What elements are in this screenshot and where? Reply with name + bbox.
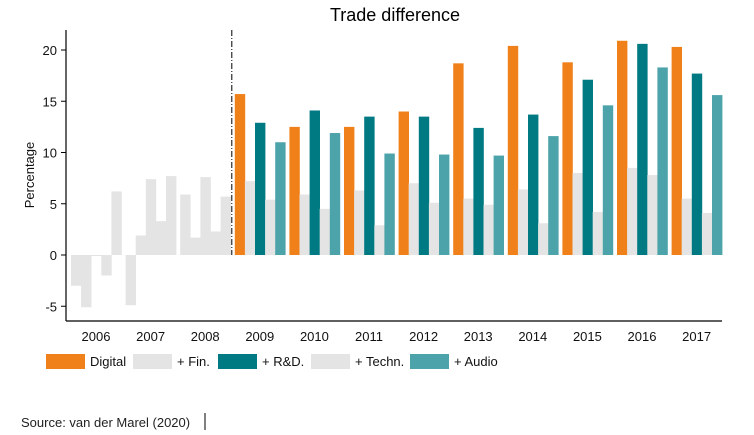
bar-2012-4 [439,154,450,255]
x-tick-label: 2014 [518,329,547,344]
bar-2009-4 [275,142,286,255]
x-tick-label: 2010 [300,329,329,344]
legend-swatch [46,354,85,369]
bar-2016-3 [647,175,658,255]
bar-2007-2 [145,179,157,255]
x-tick-label: 2011 [355,329,383,344]
bar-2008-4 [220,196,231,255]
bar-2006-1 [81,255,92,308]
bar-2011-2 [364,116,375,255]
bar-2011-3 [374,225,385,255]
legend-label: + Audio [454,354,498,369]
chart-title: Trade difference [330,5,460,25]
bar-2006-3 [101,255,112,276]
y-tick-label: 20 [43,43,57,58]
bar-2008-2 [200,177,211,255]
bar-2011-4 [384,153,395,255]
bar-2010-2 [309,110,320,255]
bar-2017-2 [691,73,703,255]
x-tick-label: 2015 [573,329,602,344]
bar-2006-0 [71,255,82,286]
bar-2009-2 [255,122,266,256]
bar-2015-0 [562,62,573,255]
bar-2010-3 [319,208,331,255]
bar-2016-1 [627,167,638,255]
bar-2012-0 [398,111,409,255]
bar-2010-0 [289,126,300,255]
bar-2007-3 [155,221,167,255]
bar-2009-3 [265,199,276,255]
legend-swatch [311,354,350,369]
x-tick-label: 2017 [682,329,711,344]
bar-2014-2 [528,114,539,255]
bar-2012-3 [428,202,440,255]
y-tick-label: 10 [43,146,57,161]
bar-2008-3 [210,231,221,255]
bar-2015-4 [602,105,614,255]
bar-2017-0 [671,46,682,255]
bar-2006-2 [91,255,102,257]
x-tick-label: 2007 [136,329,165,344]
source-note: Source: van der Marel (2020) [21,415,190,430]
bar-2010-4 [329,133,341,255]
legend-swatch [133,354,172,369]
bar-2014-3 [538,223,549,255]
bar-2015-3 [592,211,604,255]
x-tick-label: 2006 [82,329,111,344]
x-tick-label: 2008 [191,329,220,344]
bar-2009-0 [234,94,246,255]
legend-label: + Techn. [355,354,404,369]
y-tick-label: 5 [50,197,57,212]
y-tick-label: -5 [45,299,57,314]
bar-2011-1 [354,190,365,255]
y-tick-label: 0 [50,248,57,263]
bar-2012-2 [418,116,430,255]
bar-2014-1 [517,189,529,255]
bar-2017-1 [681,198,693,255]
bar-2010-1 [299,194,310,255]
bar-2017-4 [712,95,723,255]
bar-2014-0 [507,45,519,256]
bar-2007-1 [135,235,147,255]
legend-label: + R&D. [262,354,304,369]
bar-2014-4 [548,136,559,255]
x-tick-label: 2012 [409,329,438,344]
bar-2008-1 [190,237,201,255]
bar-2015-1 [572,173,583,255]
bar-2007-0 [125,255,136,306]
bar-2011-0 [344,126,355,255]
bar-2013-3 [483,204,494,255]
bar-2015-2 [582,79,593,255]
x-tick-label: 2009 [245,329,274,344]
bar-2016-4 [657,67,668,255]
bar-2013-2 [473,127,484,255]
bar-2013-4 [493,155,504,255]
x-tick-label: 2013 [464,329,493,344]
bar-2008-0 [180,194,191,255]
bar-2016-0 [617,40,628,256]
legend-swatch [218,354,257,369]
bar-2007-4 [166,176,177,255]
bar-2013-1 [463,198,474,255]
legend-label: + Fin. [177,354,210,369]
bar-2006-4 [111,191,122,255]
bar-2013-0 [453,63,464,256]
bar-2012-1 [408,183,420,255]
y-tick-label: 15 [43,94,57,109]
legend-swatch [410,354,449,369]
x-tick-label: 2016 [628,329,657,344]
bar-2016-2 [637,43,648,255]
legend-label: Digital [90,354,126,369]
bar-2009-1 [244,181,256,255]
y-axis-label: Percentage [22,142,37,209]
bar-2017-3 [701,212,713,255]
